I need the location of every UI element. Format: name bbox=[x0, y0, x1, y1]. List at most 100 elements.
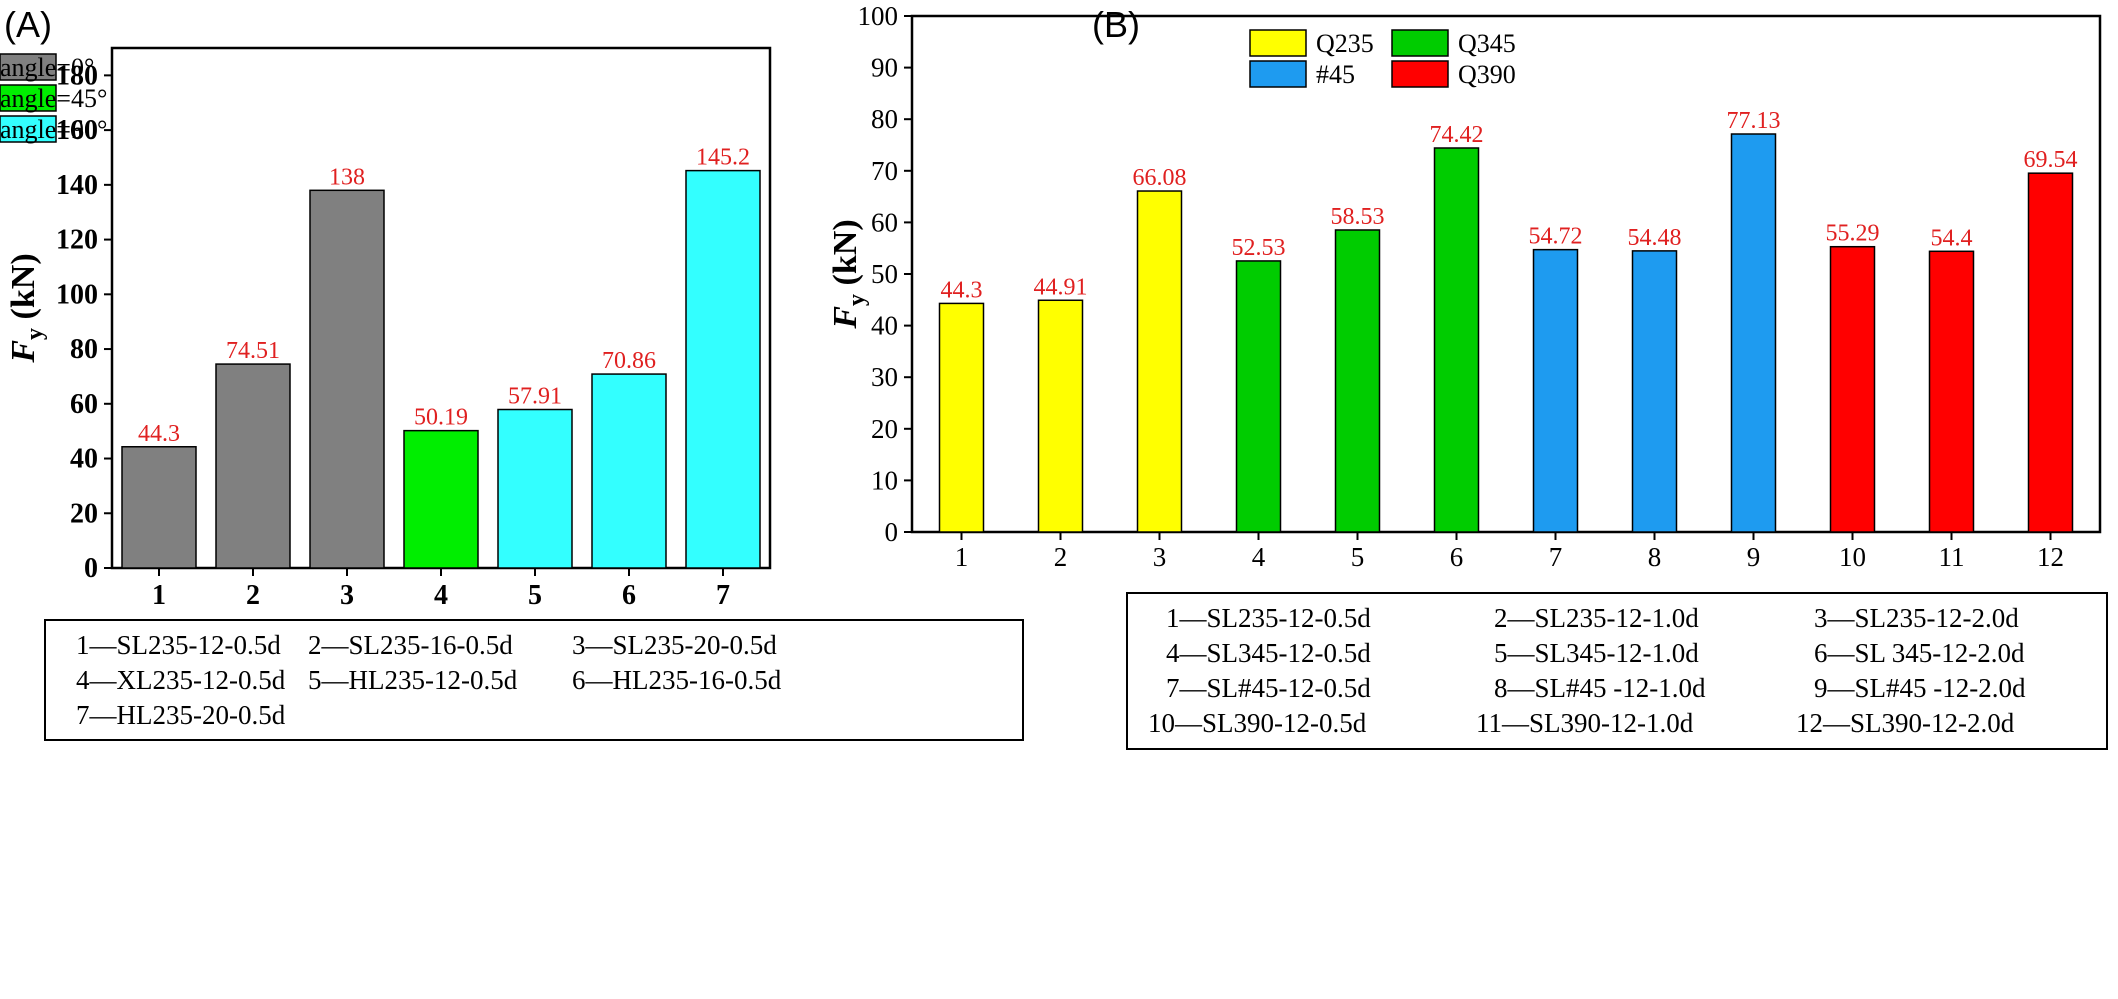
key-a-item: 6—HL235-16-0.5d bbox=[572, 665, 782, 695]
key-b-item: 3—SL235-12-2.0d bbox=[1814, 603, 2019, 633]
panel-b-x-tick-label: 5 bbox=[1351, 542, 1365, 572]
panel-b-y-tick-label: 90 bbox=[871, 53, 898, 83]
panel-b-value-label: 55.29 bbox=[1826, 221, 1880, 247]
panel-b-value-label: 44.3 bbox=[941, 277, 983, 303]
panel-b-value-label: 54.48 bbox=[1628, 225, 1682, 251]
panel-b-x-tick-label: 6 bbox=[1450, 542, 1464, 572]
panel-a-value-label: 44.3 bbox=[138, 421, 180, 447]
panel-a-label: (A) bbox=[4, 4, 52, 45]
panel-a-bar bbox=[121, 446, 197, 569]
panel-b-x-tick-label: 7 bbox=[1549, 542, 1563, 572]
key-b-item: 7—SL#45-12-0.5d bbox=[1166, 673, 1371, 703]
panel-a-y-tick-label: 120 bbox=[56, 225, 98, 256]
panel-a-y-tick-label: 0 bbox=[84, 553, 98, 584]
panel-b-x-tick-label: 10 bbox=[1839, 542, 1866, 572]
key-a-item: 4—XL235-12-0.5d bbox=[76, 665, 286, 695]
panel-b-bar bbox=[1037, 299, 1084, 533]
panel-b-x-tick-label: 9 bbox=[1747, 542, 1761, 572]
panel-b-y-tick-label: 50 bbox=[871, 259, 898, 289]
panel-b-y-tick-label: 60 bbox=[871, 207, 898, 237]
panel-b-bar bbox=[1730, 133, 1777, 533]
panel-b-value-label: 54.4 bbox=[1931, 225, 1973, 251]
panel-a-legend-label: angle=45° bbox=[0, 84, 107, 113]
panel-a-legend-label: angle=90° bbox=[0, 115, 107, 144]
key-a-item: 1—SL235-12-0.5d bbox=[76, 630, 281, 660]
panel-b-bar bbox=[1631, 250, 1678, 533]
panel-a-bar bbox=[685, 169, 761, 569]
panel-b-x-tick-label: 3 bbox=[1153, 542, 1167, 572]
panel-a-bar bbox=[497, 408, 573, 569]
key-b-item: 11—SL390-12-1.0d bbox=[1476, 708, 1694, 738]
panel-b-bar bbox=[1532, 248, 1579, 533]
panel-a-bar bbox=[309, 189, 385, 569]
key-b-item: 4—SL345-12-0.5d bbox=[1166, 638, 1371, 668]
panel-a-y-tick-label: 180 bbox=[56, 60, 98, 91]
panel-a-x-tick-label: 6 bbox=[622, 580, 636, 611]
panel-a-value-label: 74.51 bbox=[226, 338, 280, 364]
panel-a-y-tick-label: 20 bbox=[70, 498, 98, 529]
key-b-item: 9—SL#45 -12-2.0d bbox=[1814, 673, 2026, 703]
panel-b-x-tick-label: 11 bbox=[1939, 542, 1965, 572]
panel-a-x-tick-label: 3 bbox=[340, 580, 354, 611]
key-a-item: 2—SL235-16-0.5d bbox=[308, 630, 513, 660]
key-b-item: 5—SL345-12-1.0d bbox=[1494, 638, 1699, 668]
panel-b-value-label: 69.54 bbox=[2024, 147, 2078, 173]
panel-b-y-tick-label: 20 bbox=[871, 414, 898, 444]
panel-b-legend-label: Q390 bbox=[1458, 60, 1516, 89]
panel-b-bar bbox=[938, 302, 985, 533]
panel-a-y-tick-label: 100 bbox=[56, 279, 98, 310]
panel-a-value-label: 145.2 bbox=[696, 145, 750, 171]
panel-b-legend-swatch bbox=[1249, 29, 1307, 57]
panel-a-bar bbox=[215, 363, 291, 569]
panel-a-x-tick-label: 1 bbox=[152, 580, 166, 611]
panel-a-x-tick-label: 5 bbox=[528, 580, 542, 611]
panel-b-label: (B) bbox=[1092, 4, 1140, 45]
panel-a-legend-bg bbox=[430, 52, 620, 142]
panel-a-bar bbox=[591, 373, 667, 569]
panel-a-legend-swatch bbox=[0, 84, 57, 112]
panel-a-y-tick-label: 160 bbox=[56, 115, 98, 146]
panel-b-bar bbox=[1334, 229, 1381, 533]
panel-b-bar bbox=[1136, 190, 1183, 533]
panel-b-legend-swatch bbox=[1391, 60, 1449, 88]
panel-b-value-label: 44.91 bbox=[1034, 274, 1088, 300]
panel-b-y-axis-label: Fy (kN) bbox=[827, 219, 870, 329]
panel-a-y-tick-label: 80 bbox=[70, 334, 98, 365]
key-b-item: 6—SL 345-12-2.0d bbox=[1814, 638, 2025, 668]
panel-a-legend-swatch bbox=[0, 115, 57, 143]
panel-b-value-label: 74.42 bbox=[1430, 122, 1484, 148]
key-b-item: 8—SL#45 -12-1.0d bbox=[1494, 673, 1706, 703]
panel-b-x-tick-label: 2 bbox=[1054, 542, 1068, 572]
panel-a-x-tick-label: 7 bbox=[716, 580, 730, 611]
panel-b-y-tick-label: 70 bbox=[871, 156, 898, 186]
panel-a-value-label: 57.91 bbox=[508, 384, 562, 410]
panel-a-key-box: 1—SL235-12-0.5d 2—SL235-16-0.5d 3—SL235-… bbox=[44, 619, 1024, 741]
panel-b-legend-swatch bbox=[1391, 29, 1449, 57]
panel-a-y-axis-label: Fy (kN) bbox=[5, 253, 48, 363]
panel-b-legend-label: Q345 bbox=[1458, 29, 1516, 58]
panel-a-value-label: 138 bbox=[329, 164, 365, 190]
panel-a-x-tick-label: 4 bbox=[434, 580, 448, 611]
key-b-item: 12—SL390-12-2.0d bbox=[1796, 708, 2015, 738]
key-b-item: 10—SL390-12-0.5d bbox=[1148, 708, 1367, 738]
panel-a-y-tick-label: 40 bbox=[70, 444, 98, 475]
panel-b-bar bbox=[1235, 260, 1282, 533]
panel-a-bar bbox=[403, 429, 479, 569]
panel-b-x-tick-label: 8 bbox=[1648, 542, 1662, 572]
key-a-item: 3—SL235-20-0.5d bbox=[572, 630, 777, 660]
key-b-item: 2—SL235-12-1.0d bbox=[1494, 603, 1699, 633]
panel-b-plot-frame bbox=[910, 14, 2102, 534]
panel-b-x-tick-label: 4 bbox=[1252, 542, 1266, 572]
panel-a-value-label: 50.19 bbox=[414, 405, 468, 431]
panel-b-legend-label: Q235 bbox=[1316, 29, 1374, 58]
panel-b-y-tick-label: 40 bbox=[871, 311, 898, 341]
key-b-item: 1—SL235-12-0.5d bbox=[1166, 603, 1371, 633]
panel-b-bar bbox=[1829, 245, 1876, 533]
panel-b-y-tick-label: 10 bbox=[871, 465, 898, 495]
key-a-item: 7—HL235-20-0.5d bbox=[76, 700, 286, 730]
key-a-item: 5—HL235-12-0.5d bbox=[308, 665, 518, 695]
panel-b-y-tick-label: 30 bbox=[871, 362, 898, 392]
panel-b-key-box: 1—SL235-12-0.5d 2—SL235-12-1.0d 3—SL235-… bbox=[1126, 592, 2108, 750]
panel-b-legend-label: #45 bbox=[1316, 60, 1355, 89]
